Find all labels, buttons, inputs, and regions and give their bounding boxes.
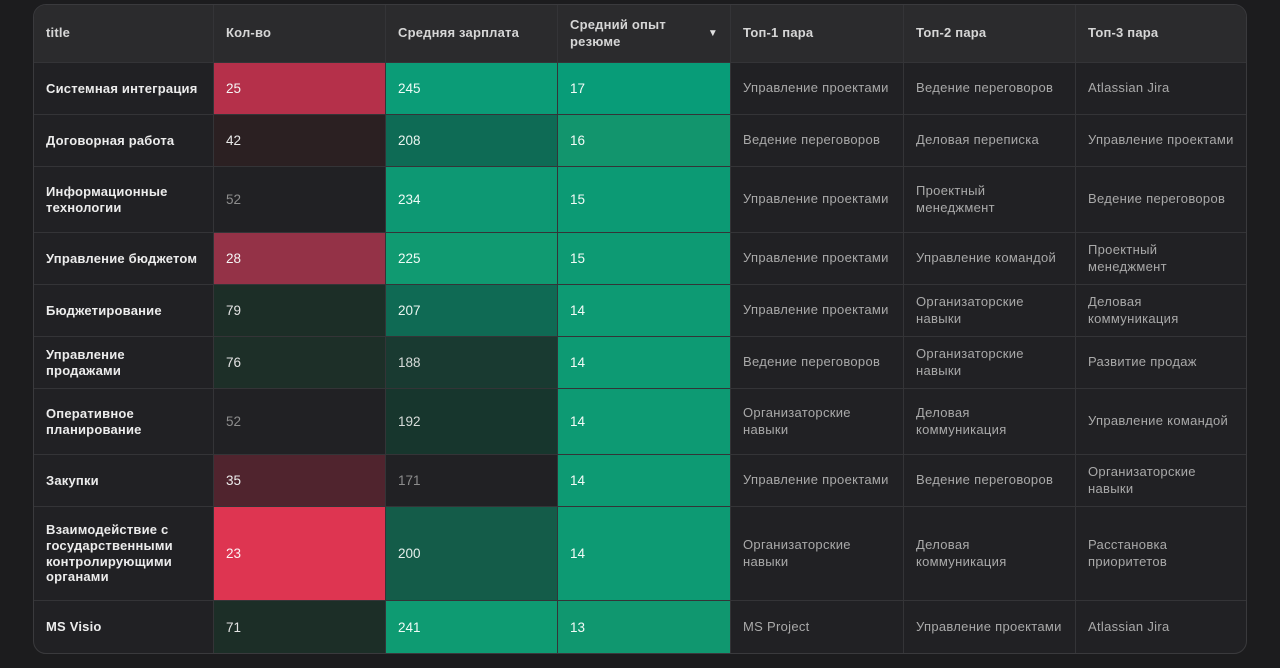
experience-cell: 13: [558, 601, 731, 653]
top1-cell: MS Project: [731, 601, 904, 653]
title-cell: Договорная работа: [34, 115, 214, 166]
experience-cell: 16: [558, 115, 731, 166]
title-cell: Оперативное планирование: [34, 389, 214, 454]
title-cell: Управление бюджетом: [34, 233, 214, 284]
table-row: Взаимодействие с государственными контро…: [34, 507, 1246, 601]
salary-cell: 192: [386, 389, 558, 454]
experience-cell: 14: [558, 455, 731, 506]
table-row: Договорная работа 42 208 16 Ведение пере…: [34, 115, 1246, 167]
top1-cell: Управление проектами: [731, 455, 904, 506]
count-cell: 52: [214, 389, 386, 454]
title-cell: Управление продажами: [34, 337, 214, 388]
title-cell: Взаимодействие с государственными контро…: [34, 507, 214, 600]
salary-cell: 241: [386, 601, 558, 653]
column-header-top3[interactable]: Топ-3 пара: [1076, 5, 1247, 62]
column-header-top1[interactable]: Топ-1 пара: [731, 5, 904, 62]
sort-desc-icon: ▼: [708, 27, 718, 40]
salary-cell: 225: [386, 233, 558, 284]
title-cell: Закупки: [34, 455, 214, 506]
top3-cell: Проектный менеджмент: [1076, 233, 1247, 284]
column-header-label: Средняя зарплата: [398, 25, 519, 42]
column-header-label: Кол-во: [226, 25, 271, 42]
salary-cell: 188: [386, 337, 558, 388]
salary-cell: 207: [386, 285, 558, 336]
top2-cell: Ведение переговоров: [904, 63, 1076, 114]
top1-cell: Ведение переговоров: [731, 337, 904, 388]
experience-cell: 15: [558, 233, 731, 284]
top3-cell: Atlassian Jira: [1076, 601, 1247, 653]
top3-cell: Atlassian Jira: [1076, 63, 1247, 114]
salary-cell: 171: [386, 455, 558, 506]
experience-cell: 14: [558, 337, 731, 388]
top2-cell: Организаторские навыки: [904, 337, 1076, 388]
skills-heatmap-table: title Кол-во Средняя зарплата Средний оп…: [33, 4, 1247, 654]
count-cell: 25: [214, 63, 386, 114]
experience-cell: 14: [558, 507, 731, 600]
top3-cell: Деловая коммуникация: [1076, 285, 1247, 336]
column-header-avg-salary[interactable]: Средняя зарплата: [386, 5, 558, 62]
column-header-label: Топ-1 пара: [743, 25, 813, 42]
table-row: Оперативное планирование 52 192 14 Орган…: [34, 389, 1246, 455]
column-header-top2[interactable]: Топ-2 пара: [904, 5, 1076, 62]
table-row: MS Visio 71 241 13 MS Project Управление…: [34, 601, 1246, 653]
salary-cell: 208: [386, 115, 558, 166]
top2-cell: Организаторские навыки: [904, 285, 1076, 336]
top1-cell: Организаторские навыки: [731, 389, 904, 454]
experience-cell: 15: [558, 167, 731, 232]
column-header-label: Топ-2 пара: [916, 25, 986, 42]
salary-cell: 200: [386, 507, 558, 600]
top3-cell: Расстановка приоритетов: [1076, 507, 1247, 600]
table-row: Закупки 35 171 14 Управление проектами В…: [34, 455, 1246, 507]
table-row: Управление бюджетом 28 225 15 Управление…: [34, 233, 1246, 285]
column-header-label: Средний опыт резюме: [570, 17, 702, 51]
top3-cell: Развитие продаж: [1076, 337, 1247, 388]
table-row: Бюджетирование 79 207 14 Управление прое…: [34, 285, 1246, 337]
count-cell: 35: [214, 455, 386, 506]
salary-cell: 245: [386, 63, 558, 114]
column-header-count[interactable]: Кол-во: [214, 5, 386, 62]
experience-cell: 14: [558, 389, 731, 454]
top1-cell: Ведение переговоров: [731, 115, 904, 166]
experience-cell: 14: [558, 285, 731, 336]
top3-cell: Ведение переговоров: [1076, 167, 1247, 232]
count-cell: 28: [214, 233, 386, 284]
top3-cell: Организаторские навыки: [1076, 455, 1247, 506]
top1-cell: Управление проектами: [731, 233, 904, 284]
count-cell: 23: [214, 507, 386, 600]
column-header-title[interactable]: title: [34, 5, 214, 62]
table-row: Информационные технологии 52 234 15 Упра…: [34, 167, 1246, 233]
top2-cell: Ведение переговоров: [904, 455, 1076, 506]
top2-cell: Деловая коммуникация: [904, 507, 1076, 600]
column-header-label: Топ-3 пара: [1088, 25, 1158, 42]
top1-cell: Управление проектами: [731, 63, 904, 114]
table-row: Управление продажами 76 188 14 Ведение п…: [34, 337, 1246, 389]
table-header-row: title Кол-во Средняя зарплата Средний оп…: [34, 5, 1246, 63]
top1-cell: Организаторские навыки: [731, 507, 904, 600]
top3-cell: Управление командой: [1076, 389, 1247, 454]
count-cell: 79: [214, 285, 386, 336]
table-row: Системная интеграция 25 245 17 Управлени…: [34, 63, 1246, 115]
top3-cell: Управление проектами: [1076, 115, 1247, 166]
title-cell: Информационные технологии: [34, 167, 214, 232]
top2-cell: Управление командой: [904, 233, 1076, 284]
experience-cell: 17: [558, 63, 731, 114]
title-cell: Бюджетирование: [34, 285, 214, 336]
title-cell: Системная интеграция: [34, 63, 214, 114]
count-cell: 52: [214, 167, 386, 232]
column-header-label: title: [46, 25, 70, 42]
count-cell: 42: [214, 115, 386, 166]
top1-cell: Управление проектами: [731, 167, 904, 232]
count-cell: 76: [214, 337, 386, 388]
top2-cell: Деловая коммуникация: [904, 389, 1076, 454]
title-cell: MS Visio: [34, 601, 214, 653]
count-cell: 71: [214, 601, 386, 653]
salary-cell: 234: [386, 167, 558, 232]
top2-cell: Деловая переписка: [904, 115, 1076, 166]
top1-cell: Управление проектами: [731, 285, 904, 336]
column-header-avg-experience[interactable]: Средний опыт резюме ▼: [558, 5, 731, 62]
top2-cell: Проектный менеджмент: [904, 167, 1076, 232]
top2-cell: Управление проектами: [904, 601, 1076, 653]
